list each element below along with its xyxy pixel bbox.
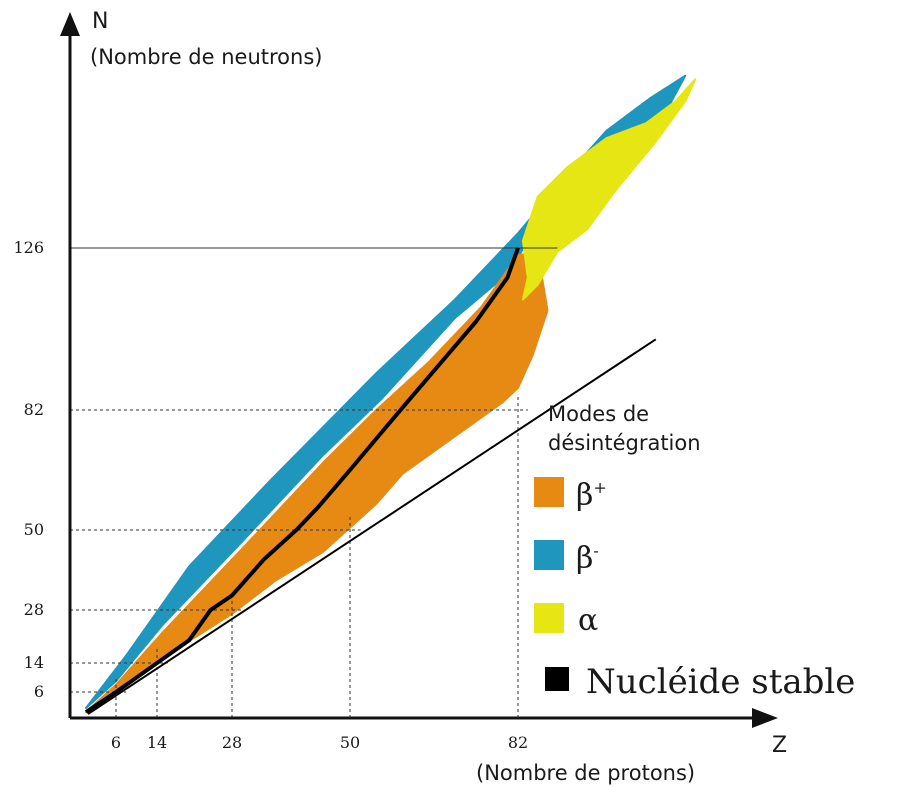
legend-swatch-beta-plus: [534, 477, 564, 507]
legend-label-beta-plus: β+: [576, 478, 607, 513]
y-tick-126: 126: [13, 238, 44, 257]
y-axis-letter: N: [92, 9, 108, 34]
n-equals-z-line: [87, 338, 657, 715]
x-tick-14: 14: [147, 733, 167, 752]
y-axis-arrow: [60, 12, 80, 36]
decay-mode-regions: [85, 74, 697, 713]
stable-nuclides-line: [84, 247, 520, 714]
y-tick-14: 14: [24, 653, 44, 672]
x-tick-82: 82: [508, 733, 528, 752]
legend-swatch-beta-minus: [534, 540, 564, 570]
x-tick-50: 50: [340, 733, 360, 752]
legend-swatch-stable: [545, 667, 569, 691]
x-axis-label: (Nombre de protons): [476, 761, 695, 785]
legend: Modes de désintégration β+ β- α Nucléide…: [534, 402, 855, 702]
legend-title-line2: désintégration: [548, 431, 701, 455]
legend-label-beta-minus: β-: [576, 541, 599, 576]
y-tick-82: 82: [24, 400, 44, 419]
reference-line-n-equals-z: [87, 338, 657, 715]
x-axis-letter: Z: [772, 733, 787, 758]
legend-label-alpha: α: [578, 603, 598, 638]
legend-label-stable: Nucléide stable: [586, 662, 855, 702]
x-axis-arrow: [752, 708, 778, 728]
region-alpha: [521, 78, 697, 301]
x-tick-28: 28: [222, 733, 242, 752]
y-tick-6: 6: [34, 682, 44, 701]
y-axis-label: (Nombre de neutrons): [90, 45, 322, 69]
x-tick-labels: 6 14 28 50 82: [111, 733, 528, 752]
y-tick-50: 50: [24, 520, 44, 539]
magic-number-gridlines: [70, 247, 558, 718]
region-beta-plus: [85, 250, 549, 713]
y-tick-labels: 6 14 28 50 82 126: [13, 238, 44, 701]
stable-nuclides-path: [84, 247, 520, 714]
x-tick-6: 6: [111, 733, 121, 752]
legend-title-line1: Modes de: [548, 402, 649, 426]
y-tick-28: 28: [24, 600, 44, 619]
legend-swatch-alpha: [534, 603, 564, 633]
